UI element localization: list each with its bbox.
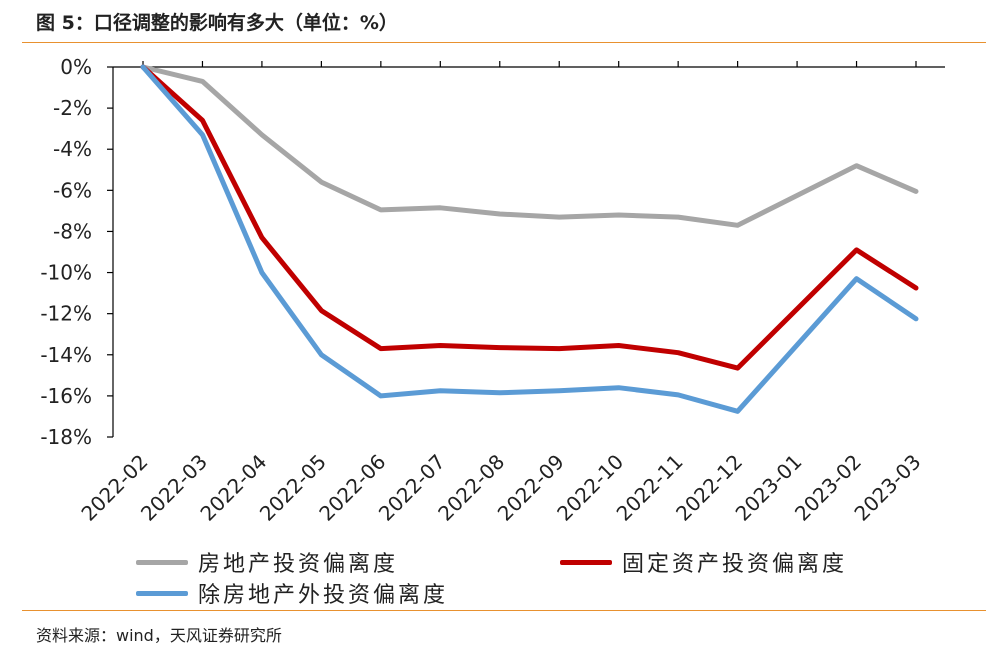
series-line-1 — [140, 64, 919, 371]
line-chart: 0% -2% -4% -6% -8% -10% -12% -14% -16% -18% 2022-… — [40, 55, 945, 526]
y-tick-label: -2% — [53, 96, 92, 120]
legend-swatch-real-estate — [136, 559, 188, 565]
legend-swatch-ex-real-estate — [136, 590, 188, 596]
y-tick-label: -8% — [53, 219, 92, 243]
y-tick-label: -14% — [40, 343, 92, 367]
x-tick-label: 2023-03 — [849, 450, 925, 526]
y-tick-labels: 0% -2% -4% -6% -8% -10% -12% -14% -16% -18% — [40, 55, 92, 449]
y-tick-label: 0% — [60, 55, 92, 79]
legend-item-ex-real-estate: 除房地产外投资偏离度 — [136, 577, 448, 609]
legend-label-real-estate: 房地产投资偏离度 — [198, 552, 399, 577]
legend-item-real-estate: 房地产投资偏离度 — [136, 546, 398, 578]
y-tick-label: -10% — [40, 261, 92, 285]
y-tick-label: -16% — [40, 384, 92, 408]
y-tick-label: -12% — [40, 302, 92, 326]
legend-label-fixed-asset: 固定资产投资偏离度 — [622, 552, 848, 577]
footer-divider — [22, 610, 986, 611]
legend-swatch-fixed-asset — [560, 559, 612, 565]
source-note: 资料来源：wind，天风证券研究所 — [36, 626, 282, 645]
title-divider — [22, 42, 986, 43]
chart-title: 图 5：口径调整的影响有多大（单位：%） — [36, 12, 398, 34]
series-lines — [140, 64, 919, 414]
series-line-2 — [140, 64, 919, 414]
legend-label-ex-real-estate: 除房地产外投资偏离度 — [198, 583, 449, 608]
y-tick-label: -6% — [53, 178, 92, 202]
chart-axes — [107, 61, 945, 438]
x-tick-labels: 2022-022022-032022-042022-052022-062022-… — [76, 450, 925, 526]
y-tick-label: -4% — [53, 137, 92, 161]
series-line-0 — [140, 64, 919, 228]
y-tick-label: -18% — [40, 425, 92, 449]
legend-item-fixed-asset: 固定资产投资偏离度 — [560, 546, 847, 578]
